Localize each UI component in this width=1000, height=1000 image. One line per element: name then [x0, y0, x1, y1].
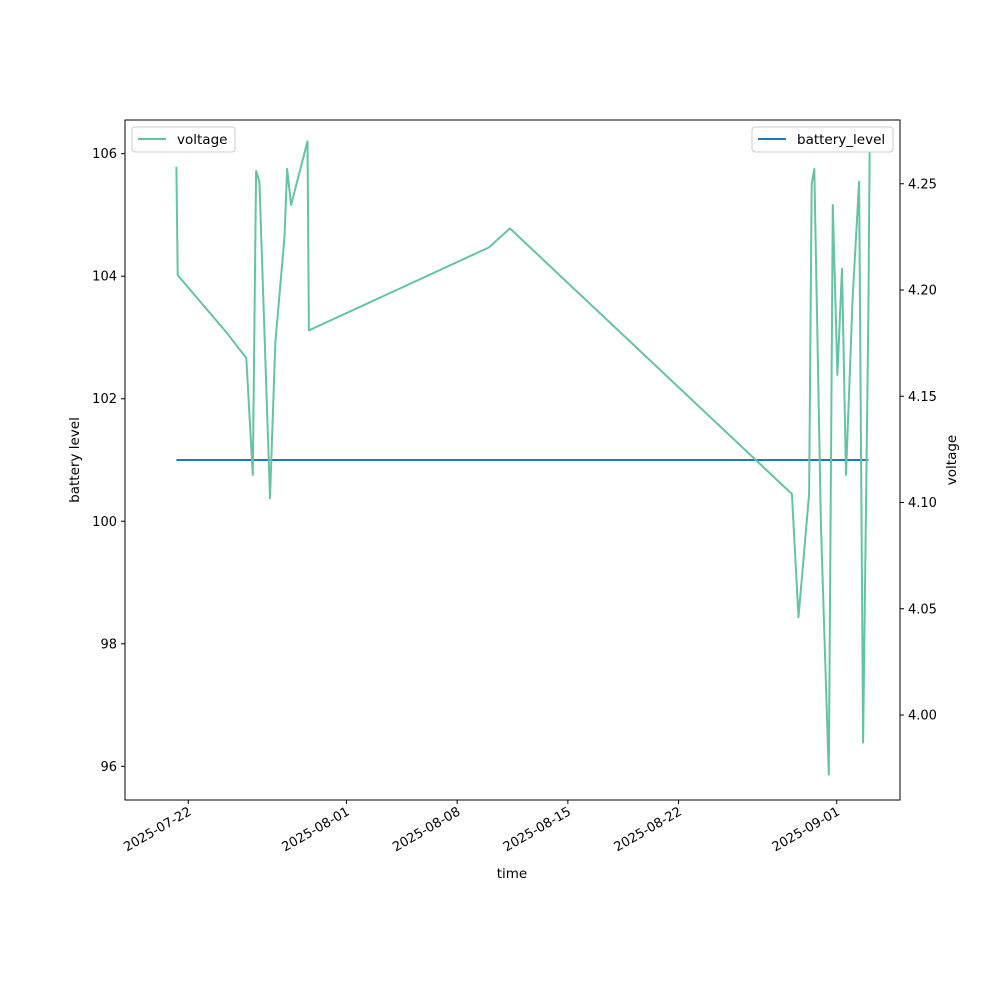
- y-left-tick-label-1: 98: [100, 637, 117, 652]
- y-axis-right-label: voltage: [944, 435, 960, 485]
- y-right-tick-label-2: 4.10: [908, 496, 937, 511]
- legend-battery-level-box: [751, 126, 894, 153]
- series-layer: [175, 140, 871, 776]
- legend-voltage: voltage: [131, 126, 236, 153]
- y-left-tick-label-4: 104: [92, 270, 117, 285]
- y-left-tick-label-3: 102: [92, 392, 117, 407]
- y-right-tick-label-3: 4.15: [908, 390, 937, 405]
- legend-voltage-label: voltage: [177, 132, 227, 148]
- y-right-tick-label-0: 4.00: [908, 709, 937, 724]
- plot-frame: [124, 119, 901, 801]
- x-axis-label: time: [497, 866, 528, 882]
- y-axis-left-label: battery level: [67, 417, 83, 503]
- legend-battery-level-label: battery_level: [797, 132, 885, 148]
- y-left-tick-label-0: 96: [100, 760, 117, 775]
- y-left-tick-label-5: 106: [92, 147, 117, 162]
- legend-voltage-box: [131, 126, 236, 153]
- series-line-voltage: [175, 140, 871, 776]
- y-axis-right: 4.00 4.05 4.10 4.15 4.20 4.25: [900, 177, 937, 724]
- y-right-tick-label-4: 4.20: [908, 284, 937, 299]
- legend-battery-level: battery_level: [751, 126, 894, 153]
- y-right-tick-label-1: 4.05: [908, 602, 937, 617]
- y-left-tick-label-2: 100: [92, 515, 117, 530]
- y-axis-left: 96 98 100 102 104 106: [92, 147, 125, 775]
- y-right-tick-label-5: 4.25: [908, 177, 937, 192]
